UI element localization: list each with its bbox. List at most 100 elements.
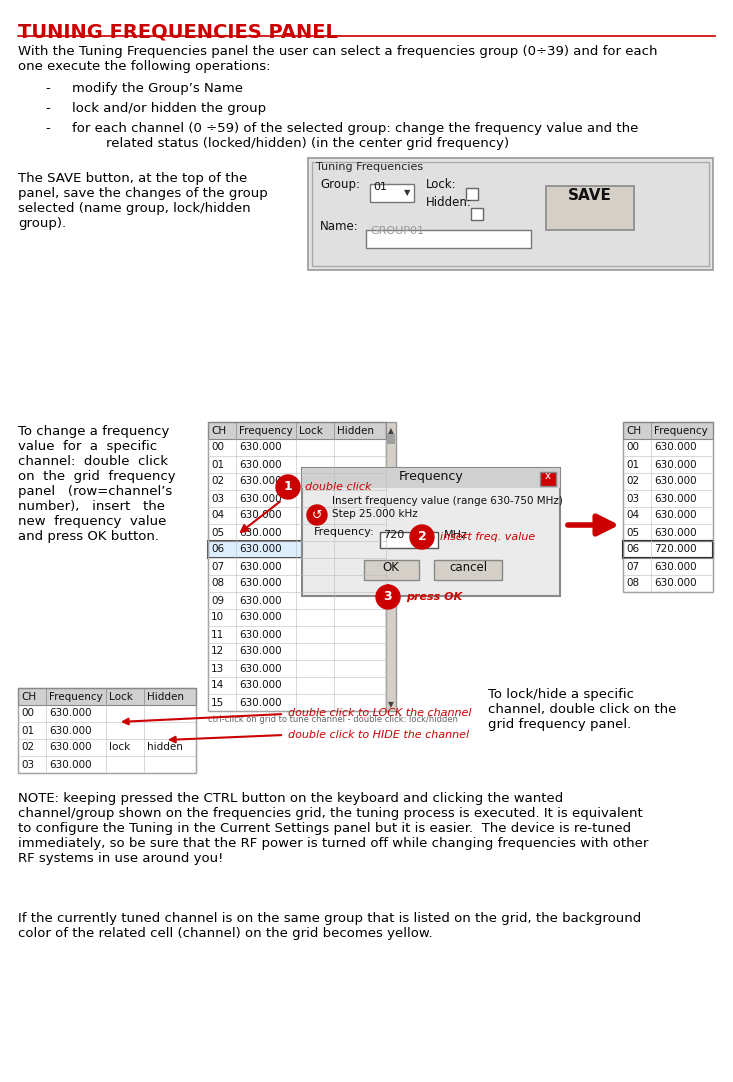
Text: 03: 03 [211,493,224,503]
Text: Frequency: Frequency [654,425,708,435]
Text: Frequency: Frequency [49,691,103,701]
Text: 630.000: 630.000 [239,544,281,554]
FancyBboxPatch shape [18,722,196,739]
Text: 09: 09 [211,595,224,606]
Text: -: - [45,82,50,95]
Text: 630.000: 630.000 [654,493,696,503]
Text: Lock: Lock [109,691,133,701]
FancyBboxPatch shape [386,422,396,711]
FancyBboxPatch shape [312,162,709,266]
FancyBboxPatch shape [623,422,713,439]
FancyBboxPatch shape [623,524,713,541]
FancyBboxPatch shape [540,472,556,486]
Text: 07: 07 [211,562,224,571]
Text: Frequency: Frequency [399,470,463,483]
Text: 630.000: 630.000 [654,528,696,538]
Text: 630.000: 630.000 [654,511,696,520]
FancyBboxPatch shape [387,434,395,444]
Text: 03: 03 [21,760,34,769]
Text: ↺: ↺ [312,509,323,522]
Text: CH: CH [211,425,226,435]
Text: SAVE: SAVE [568,188,612,203]
Text: lock: lock [109,742,130,752]
Circle shape [376,585,400,609]
Text: 01: 01 [21,726,34,736]
FancyBboxPatch shape [208,456,386,473]
Text: lock and/or hidden the group: lock and/or hidden the group [72,102,266,115]
FancyBboxPatch shape [18,705,196,722]
Text: 04: 04 [626,511,639,520]
Text: 630.000: 630.000 [654,562,696,571]
Text: 630.000: 630.000 [239,528,281,538]
Text: CH: CH [626,425,641,435]
Text: 630.000: 630.000 [239,443,281,452]
Text: TUNING FREQUENCIES PANEL: TUNING FREQUENCIES PANEL [18,22,338,41]
Text: 10: 10 [211,612,224,622]
Text: Group:: Group: [320,179,360,192]
Text: 02: 02 [626,476,639,487]
Text: 630.000: 630.000 [239,493,281,503]
Text: insert freq. value: insert freq. value [440,532,535,542]
Text: double click to HIDE the channel: double click to HIDE the channel [288,730,469,740]
Text: Hidden:: Hidden: [426,196,472,209]
Text: OK: OK [383,560,399,573]
Text: modify the Group’s Name: modify the Group’s Name [72,82,243,95]
Text: 630.000: 630.000 [239,476,281,487]
Text: 00: 00 [211,443,224,452]
FancyBboxPatch shape [623,541,713,558]
FancyBboxPatch shape [546,186,634,230]
FancyBboxPatch shape [623,439,713,456]
Text: 630.000: 630.000 [239,579,281,589]
FancyBboxPatch shape [308,158,713,270]
Text: for each channel (0 ÷59) of the selected group: change the frequency value and t: for each channel (0 ÷59) of the selected… [72,122,638,150]
Text: 01: 01 [626,460,639,470]
Text: -: - [45,102,50,115]
Text: 14: 14 [211,681,224,690]
FancyBboxPatch shape [366,230,531,248]
Text: GROUP01: GROUP01 [370,226,424,236]
Text: Frequency: Frequency [239,425,292,435]
Text: 05: 05 [211,528,224,538]
FancyBboxPatch shape [466,188,478,200]
Text: 11: 11 [211,630,224,639]
FancyBboxPatch shape [471,208,483,220]
Text: If the currently tuned channel is on the same group that is listed on the grid, : If the currently tuned channel is on the… [18,912,641,940]
Text: 04: 04 [211,511,224,520]
Text: 07: 07 [626,562,639,571]
Text: 13: 13 [211,663,224,673]
Text: ▼: ▼ [404,188,410,198]
FancyBboxPatch shape [208,626,386,643]
Text: 630.000: 630.000 [239,663,281,673]
Text: ▲: ▲ [388,426,394,435]
Text: To lock/hide a specific
channel, double click on the
grid frequency panel.: To lock/hide a specific channel, double … [488,688,677,731]
FancyBboxPatch shape [208,558,386,575]
Text: x: x [545,471,551,481]
FancyBboxPatch shape [208,507,386,524]
Text: 01: 01 [373,182,387,192]
Text: 08: 08 [626,579,639,589]
FancyBboxPatch shape [623,575,713,592]
Text: hidden: hidden [147,742,183,752]
Text: Lock:: Lock: [426,179,457,192]
FancyBboxPatch shape [623,558,713,575]
FancyBboxPatch shape [208,592,386,609]
Text: 00: 00 [21,709,34,718]
Text: 630.000: 630.000 [654,476,696,487]
Text: MHz: MHz [444,530,468,540]
Text: To change a frequency
value  for  a  specific
channel:  double  click
on  the  g: To change a frequency value for a specif… [18,425,176,543]
FancyBboxPatch shape [623,473,713,490]
FancyBboxPatch shape [208,541,386,558]
Text: 630.000: 630.000 [239,460,281,470]
FancyBboxPatch shape [208,609,386,626]
Text: 15: 15 [211,698,224,708]
FancyBboxPatch shape [18,739,196,756]
FancyBboxPatch shape [623,507,713,524]
FancyBboxPatch shape [208,439,386,456]
Text: 01: 01 [211,460,224,470]
Text: ctrl-click on grid to tune channel - double click: lock/hidden: ctrl-click on grid to tune channel - dou… [208,715,458,724]
Text: 2: 2 [418,530,427,543]
FancyBboxPatch shape [370,184,414,202]
FancyBboxPatch shape [208,660,386,677]
Text: 630.000: 630.000 [239,630,281,639]
Text: Insert frequency value (range 630-750 MHz): Insert frequency value (range 630-750 MH… [332,496,563,506]
